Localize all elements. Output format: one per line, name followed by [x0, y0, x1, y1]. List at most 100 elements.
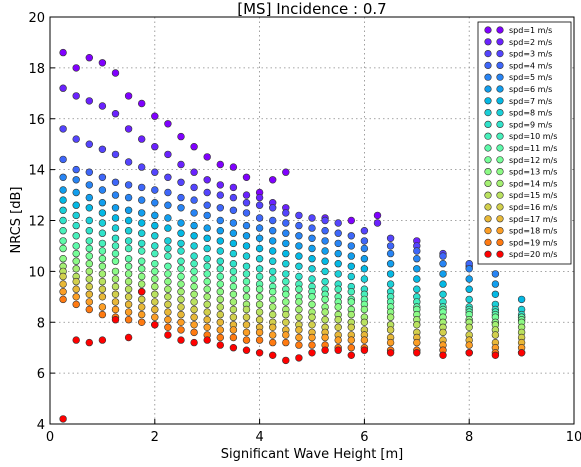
data-point	[203, 323, 211, 331]
x-tick-label: 0	[46, 430, 54, 445]
data-point	[98, 145, 107, 154]
data-point	[111, 242, 120, 250]
data-point	[308, 321, 316, 329]
data-point	[85, 290, 94, 298]
data-point	[85, 193, 94, 202]
data-point	[242, 285, 251, 293]
data-point	[164, 201, 172, 209]
data-point	[138, 265, 146, 273]
data-point	[138, 229, 146, 237]
data-point	[72, 277, 80, 286]
data-point	[72, 201, 80, 209]
data-point	[85, 338, 94, 347]
data-point	[124, 308, 133, 316]
data-point	[59, 295, 67, 304]
data-point	[72, 135, 80, 143]
data-point	[413, 321, 421, 329]
data-point	[216, 318, 225, 326]
legend-marker	[496, 227, 504, 235]
data-point	[295, 354, 303, 362]
data-point	[190, 143, 198, 151]
data-point	[72, 64, 80, 72]
legend-marker	[496, 26, 504, 34]
legend-marker	[484, 38, 492, 46]
data-point	[190, 183, 198, 192]
data-point	[282, 229, 290, 237]
data-point	[255, 255, 264, 263]
data-point	[334, 270, 342, 278]
legend-marker	[496, 73, 504, 81]
data-point	[111, 69, 120, 77]
data-point	[177, 204, 185, 212]
data-point	[295, 298, 303, 306]
data-point	[282, 277, 290, 286]
data-point	[177, 303, 185, 311]
data-point	[151, 260, 159, 268]
data-point	[164, 300, 172, 309]
x-tick-label: 10	[566, 430, 581, 445]
data-point	[177, 288, 185, 296]
x-tick-label: 8	[465, 430, 473, 445]
data-point	[203, 336, 211, 344]
data-point	[151, 221, 159, 230]
data-point	[177, 295, 185, 304]
data-point	[269, 295, 277, 304]
data-point	[59, 155, 67, 164]
x-tick-label: 4	[255, 430, 263, 445]
data-point	[85, 305, 94, 314]
data-point	[164, 316, 172, 324]
data-point	[347, 272, 355, 281]
data-point	[282, 290, 290, 298]
legend-marker	[496, 203, 504, 211]
data-point	[360, 305, 369, 314]
legend-entry: spd=14 m/s	[509, 179, 557, 188]
data-point	[229, 260, 238, 268]
data-point	[308, 333, 316, 342]
data-point	[59, 237, 67, 245]
data-point	[386, 280, 395, 288]
data-point	[347, 344, 355, 352]
data-point	[98, 186, 107, 194]
data-point	[360, 336, 369, 344]
data-point	[413, 265, 421, 273]
data-point	[229, 298, 238, 306]
data-point	[111, 316, 120, 324]
data-point	[295, 211, 303, 220]
data-point	[124, 293, 133, 301]
data-point	[138, 318, 146, 326]
data-point	[85, 97, 94, 105]
legend-marker	[484, 179, 492, 187]
data-point	[164, 285, 172, 293]
data-point	[124, 316, 133, 324]
data-point	[321, 227, 329, 235]
data-point	[282, 356, 290, 365]
data-point	[334, 336, 342, 344]
data-point	[85, 252, 94, 260]
data-point	[255, 244, 264, 253]
legend-entry: spd=7 m/s	[509, 97, 552, 106]
data-point	[347, 242, 355, 250]
data-point	[321, 267, 329, 276]
data-point	[85, 53, 94, 62]
data-point	[347, 298, 355, 306]
data-point	[347, 216, 355, 225]
data-point	[242, 199, 251, 207]
data-point	[216, 160, 225, 169]
legend-marker	[496, 168, 504, 176]
data-point	[164, 308, 172, 316]
data-point	[308, 214, 316, 222]
data-point	[413, 338, 421, 347]
data-point	[177, 265, 185, 273]
data-point	[59, 84, 67, 92]
data-point	[177, 280, 185, 288]
data-point	[255, 265, 264, 273]
data-point	[216, 227, 225, 235]
legend-marker	[496, 215, 504, 223]
data-point	[190, 321, 198, 329]
data-point	[517, 295, 526, 304]
data-point	[124, 227, 133, 235]
data-point	[124, 206, 133, 215]
data-point	[138, 135, 146, 143]
data-point	[216, 310, 225, 319]
data-point	[295, 341, 303, 349]
